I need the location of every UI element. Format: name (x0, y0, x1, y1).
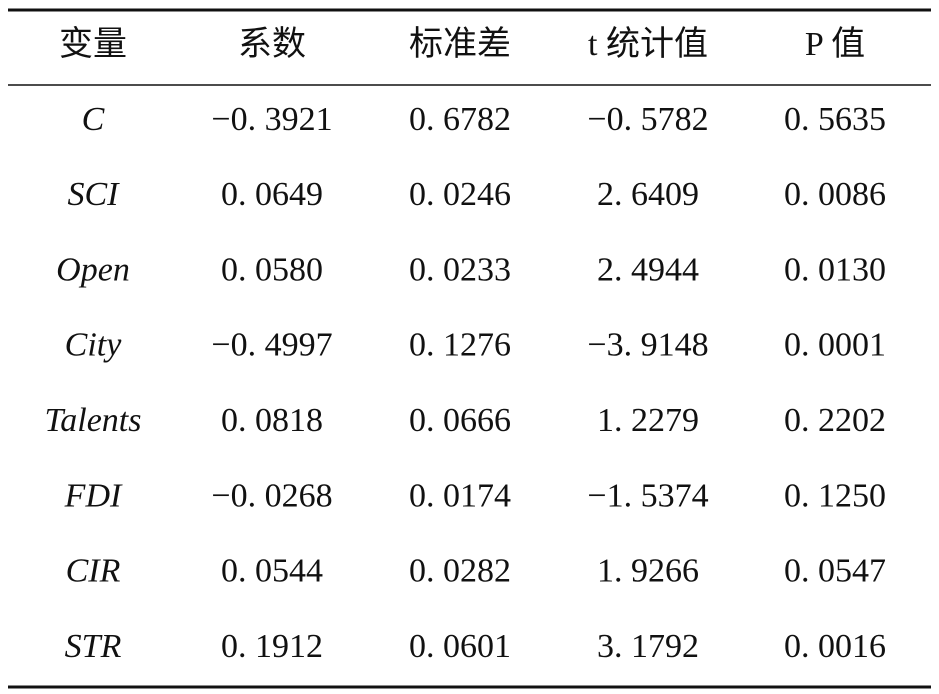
cell: 0. 0246 (409, 176, 511, 213)
cell: 0. 0818 (221, 402, 323, 439)
header-cell: P 值 (805, 25, 865, 63)
cell: 1. 9266 (597, 553, 699, 590)
cell: −0. 0268 (211, 477, 332, 514)
cell: 0. 0174 (409, 477, 511, 514)
cell: 0. 0086 (784, 176, 886, 213)
cell: 0. 0282 (409, 553, 511, 590)
variable-name: Talents (44, 402, 141, 439)
header-cell: 变量 (59, 25, 127, 63)
cell: 0. 1276 (409, 327, 511, 364)
cell: 0. 6782 (409, 101, 511, 138)
variable-name: CIR (66, 553, 121, 590)
header-cell: t 统计值 (588, 25, 708, 63)
variable-name: C (82, 101, 105, 138)
cell: −0. 4997 (211, 327, 332, 364)
cell: 0. 0544 (221, 553, 323, 590)
cell: 3. 1792 (597, 628, 699, 665)
variable-name: SCI (68, 176, 121, 213)
cell: 1. 2279 (597, 402, 699, 439)
header-cell: 标准差 (409, 25, 511, 63)
cell: 0. 0547 (784, 553, 886, 590)
cell: 0. 2202 (784, 402, 886, 439)
cell: 0. 0649 (221, 176, 323, 213)
cell: −3. 9148 (587, 327, 708, 364)
cell: 0. 5635 (784, 101, 886, 138)
variable-name: City (65, 327, 123, 364)
variable-name: Open (56, 251, 130, 288)
cell: 0. 0001 (784, 327, 886, 364)
cell: 0. 0601 (409, 628, 511, 665)
cell: −0. 5782 (587, 101, 708, 138)
cell: 2. 6409 (597, 176, 699, 213)
cell: 0. 0016 (784, 628, 886, 665)
cell: 2. 4944 (597, 251, 699, 288)
cell: 0. 1912 (221, 628, 323, 665)
cell: 0. 0130 (784, 251, 886, 288)
cell: 0. 0666 (409, 402, 511, 439)
cell: 0. 0580 (221, 251, 323, 288)
header-cell: 系数 (238, 25, 306, 63)
variable-name: FDI (64, 477, 123, 514)
cell: 0. 1250 (784, 477, 886, 514)
variable-name: STR (65, 628, 122, 665)
cell: −0. 3921 (211, 101, 332, 138)
cell: 0. 0233 (409, 251, 511, 288)
cell: −1. 5374 (587, 477, 708, 514)
